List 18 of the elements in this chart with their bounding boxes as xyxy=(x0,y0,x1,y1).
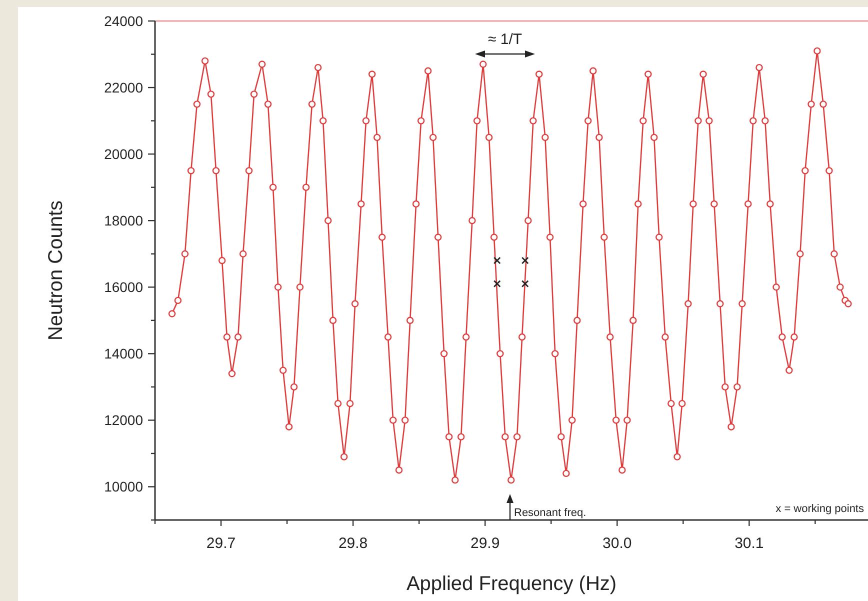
y-tick-label: 12000 xyxy=(104,412,144,428)
y-axis-title: Neutron Counts xyxy=(45,200,67,341)
y-tick-label: 24000 xyxy=(104,12,144,29)
annotation: Resonant freq. xyxy=(514,507,586,519)
x-tick-label: 29.9 xyxy=(470,535,500,552)
annotation: ≈ 1/T xyxy=(488,31,522,48)
y-tick-label: 16000 xyxy=(104,279,144,296)
y-tick-label: 18000 xyxy=(104,212,144,228)
y-tick-label: 20000 xyxy=(104,146,144,162)
y-tick-label: 22000 xyxy=(104,79,144,96)
x-tick-label: 30.0 xyxy=(602,535,632,552)
x-axis-title: Applied Frequency (Hz) xyxy=(406,573,617,595)
x-tick-label: 29.8 xyxy=(338,535,368,552)
y-tick-label: 10000 xyxy=(104,478,144,495)
x-tick-label: 29.7 xyxy=(206,535,236,552)
annotation: x = working points xyxy=(776,503,864,515)
x-tick-label: 30.1 xyxy=(734,535,764,552)
y-tick-label: 14000 xyxy=(104,346,144,362)
